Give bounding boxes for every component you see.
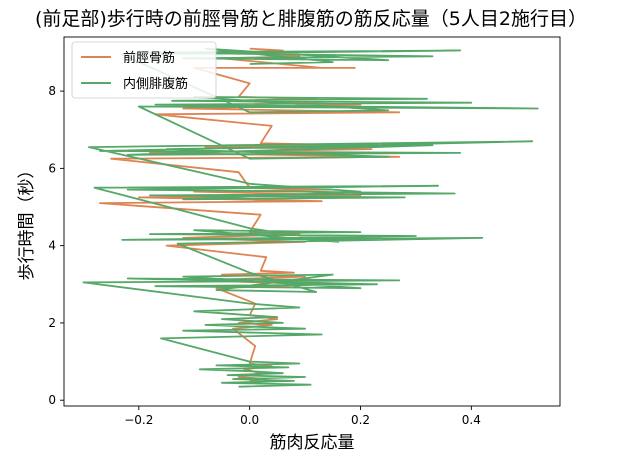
y-tick-label: 2: [48, 316, 56, 330]
x-tick-label: 0.2: [351, 413, 370, 427]
plot-frame: [63, 36, 561, 407]
y-axis-ticks: 0 2 4 6 8: [48, 84, 64, 407]
legend-label-1: 内側腓腹筋: [123, 76, 188, 92]
y-tick-label: 4: [48, 239, 56, 253]
series-line-1: [82, 47, 539, 388]
x-axis-label: 筋肉反応量: [270, 433, 355, 453]
x-axis-ticks: −0.2 0.0 0.2 0.4: [124, 406, 481, 427]
y-axis-label: 歩行時間（秒）: [17, 162, 37, 281]
legend-label-0: 前脛骨筋: [123, 50, 175, 66]
legend: 前脛骨筋 内側腓腹筋: [71, 41, 217, 99]
y-tick-label: 8: [48, 84, 56, 98]
x-tick-label: 0.0: [240, 413, 259, 427]
chart-title: (前足部)歩行時の前脛骨筋と腓腹筋の筋反応量（5人目2施行目）: [35, 8, 587, 30]
y-tick-label: 0: [48, 393, 56, 407]
x-tick-label: 0.4: [462, 413, 481, 427]
x-tick-label: −0.2: [124, 413, 153, 427]
series-layer: [82, 47, 539, 388]
y-tick-label: 6: [48, 161, 56, 175]
